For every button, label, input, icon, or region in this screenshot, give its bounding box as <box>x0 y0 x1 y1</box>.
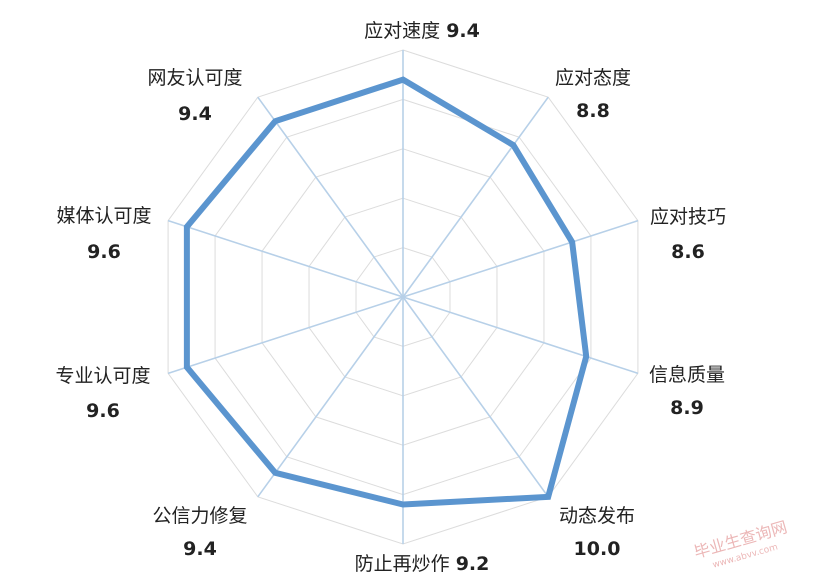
axis-name: 媒体认可度 <box>56 205 151 227</box>
axis-value: 9.2 <box>456 553 490 575</box>
axis-name: 信息质量 <box>649 364 725 386</box>
axis-value: 8.8 <box>576 100 610 122</box>
axis-name: 动态发布 <box>559 505 635 527</box>
axis-name: 网友认可度 <box>147 67 242 89</box>
axis-value: 8.6 <box>671 241 705 263</box>
axis-spoke <box>257 96 404 298</box>
radar-series-line <box>183 76 590 508</box>
axis-name: 应对速度 <box>364 20 446 42</box>
axis-value: 9.4 <box>178 103 212 125</box>
axis-value: 8.9 <box>670 397 704 419</box>
axis-spoke <box>167 296 404 375</box>
axis-label-inline: 防止再炒作 9.2 <box>355 553 490 575</box>
axis-spoke <box>402 296 549 498</box>
axis-name: 应对态度 <box>555 67 631 89</box>
axis-value: 9.4 <box>183 538 217 560</box>
axis-labels: 应对速度 9.4 应对态度 8.8 应对技巧 8.6 信息质量 8.9 动态发布 10.0 防止再… <box>55 20 726 575</box>
axis-spoke <box>167 219 404 298</box>
axis-name: 专业认可度 <box>55 365 150 387</box>
axis-value: 9.4 <box>446 20 480 42</box>
axis-spoke <box>402 96 549 298</box>
radar-spokes <box>167 50 639 544</box>
axis-name: 防止再炒作 <box>355 553 456 575</box>
axis-spoke <box>257 296 404 498</box>
axis-value: 10.0 <box>574 538 621 560</box>
watermark: 毕业生查询网 www.abvv.com <box>692 517 790 570</box>
axis-spoke <box>402 296 639 375</box>
axis-value: 9.6 <box>87 241 121 263</box>
axis-value: 9.6 <box>86 400 120 422</box>
axis-name: 公信力修复 <box>152 505 247 527</box>
axis-name: 应对技巧 <box>650 206 726 228</box>
axis-label-inline: 应对速度 9.4 <box>364 20 480 42</box>
axis-spoke <box>402 219 639 298</box>
